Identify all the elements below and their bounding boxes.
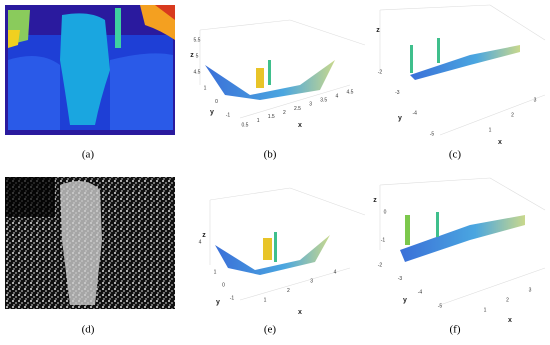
- tick-label: -2: [378, 262, 383, 268]
- tick-label: -2: [378, 69, 383, 75]
- point-cloud: [410, 45, 413, 73]
- tick-label: 1.5: [268, 114, 275, 120]
- tick-label: 1: [204, 85, 207, 91]
- tick-label: 2: [287, 288, 290, 294]
- axis-label: x: [298, 122, 302, 129]
- panel-caption: (f): [450, 324, 461, 336]
- tick-label: 0: [222, 282, 225, 288]
- tick-label: 2: [511, 112, 514, 118]
- panel-caption: (d): [82, 324, 95, 336]
- tick-label: -5: [438, 303, 443, 309]
- edge-image: [5, 177, 175, 309]
- tick-label: 1: [257, 118, 260, 124]
- panel-caption: (a): [82, 149, 95, 161]
- tick-label: -1: [381, 237, 386, 243]
- tick-label: 0.5: [242, 122, 249, 128]
- point-cloud: [400, 215, 525, 262]
- axis-label: y: [210, 109, 214, 116]
- tick-label: 3: [310, 279, 313, 285]
- tick-label: -3: [398, 276, 403, 282]
- tick-label: 1: [264, 297, 267, 303]
- axis-label: x: [298, 309, 302, 316]
- plot-box-c: [379, 4, 546, 136]
- plot-box-f: [379, 177, 546, 306]
- tick-label: 4.5: [347, 89, 354, 95]
- axis-label: y: [216, 299, 220, 306]
- plot-box-b: [199, 19, 366, 119]
- axis-label: z: [190, 52, 194, 59]
- tick-label: 1: [214, 269, 217, 275]
- panel-caption: (e): [264, 324, 277, 336]
- tick-label: 3: [529, 287, 532, 293]
- axis-label: z: [373, 197, 377, 204]
- axis-label: y: [403, 297, 407, 304]
- point-cloud: [274, 232, 277, 262]
- point-cloud: [405, 215, 410, 245]
- tick-label: 3: [534, 97, 537, 103]
- axis-label: x: [508, 317, 512, 324]
- tick-label: 4: [335, 93, 338, 99]
- depth-image: [5, 5, 175, 135]
- tick-label: 3.5: [320, 98, 327, 104]
- tick-label: 4: [199, 239, 202, 245]
- tick-label: 3: [309, 102, 312, 108]
- point-cloud: [263, 238, 272, 260]
- panel-caption: (b): [264, 149, 277, 161]
- axis-label: y: [398, 115, 402, 122]
- point-cloud: [410, 45, 520, 80]
- tick-label: 2: [506, 297, 509, 303]
- tick-label: 0: [215, 99, 218, 105]
- tick-label: -4: [412, 111, 417, 117]
- tick-label: -4: [418, 290, 423, 296]
- tick-label: 2.5: [294, 106, 301, 112]
- point-cloud: [205, 60, 335, 100]
- tick-label: -1: [226, 112, 231, 118]
- tick-label: -5: [430, 131, 435, 137]
- axis-label: z: [202, 232, 206, 239]
- axis-label: z: [376, 27, 380, 34]
- axis-label: x: [498, 139, 502, 146]
- panel-caption: (c): [449, 149, 462, 161]
- tick-label: -3: [395, 90, 400, 96]
- point-cloud: [256, 68, 264, 88]
- point-cloud: [268, 60, 271, 85]
- tick-label: 4: [334, 269, 337, 275]
- tick-label: 5.5: [194, 37, 201, 43]
- tick-label: 4.5: [194, 69, 201, 75]
- tick-label: 1: [489, 127, 492, 133]
- plot-box-e: [209, 187, 366, 301]
- point-cloud: [215, 235, 330, 275]
- point-cloud: [436, 212, 439, 237]
- tick-label: -1: [230, 295, 235, 301]
- tick-label: 0: [384, 209, 387, 215]
- tick-label: 2: [283, 110, 286, 116]
- tick-label: 5: [196, 53, 199, 59]
- point-cloud: [437, 38, 440, 63]
- tick-label: 1: [484, 307, 487, 313]
